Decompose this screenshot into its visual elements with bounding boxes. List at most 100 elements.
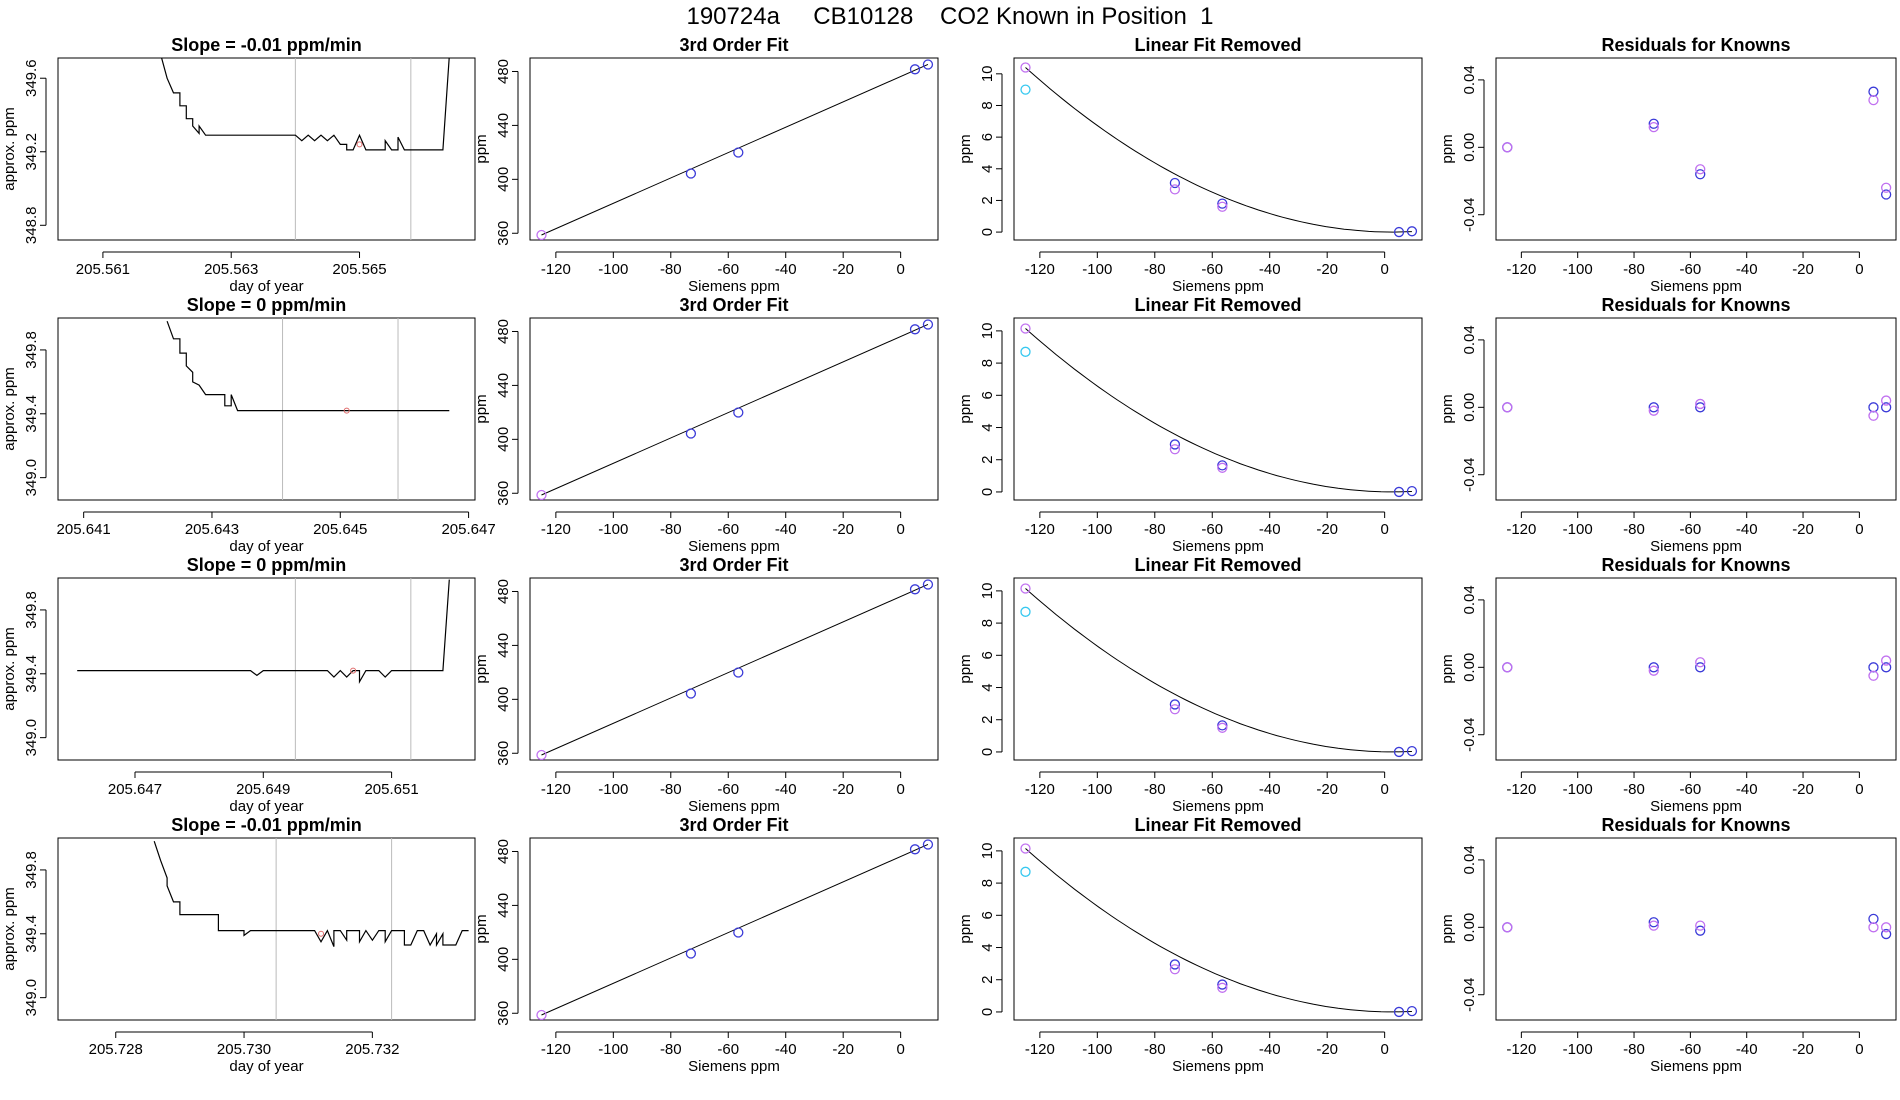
data-point <box>536 749 547 760</box>
x-tick-label: -20 <box>1792 521 1814 538</box>
x-tick-label: -120 <box>1025 1041 1055 1058</box>
x-tick-label: 205.730 <box>217 1041 271 1058</box>
plot-area <box>1502 913 1892 940</box>
y-axis-label: ppm <box>473 914 490 943</box>
residual-point <box>1695 925 1706 936</box>
x-tick-label: -20 <box>832 1041 854 1058</box>
x-axis-label: Siemens ppm <box>688 1058 780 1075</box>
x-axis-label: day of year <box>229 538 303 555</box>
y-tick-label: 349.4 <box>23 915 40 953</box>
y-tick-label: 440 <box>495 893 512 918</box>
plot-frame <box>57 57 476 241</box>
y-axis-label: approx. ppm <box>1 627 18 710</box>
x-axis-label: Siemens ppm <box>1172 1058 1264 1075</box>
x-tick-label: -120 <box>541 1041 571 1058</box>
x-tick-label: -120 <box>541 261 571 278</box>
data-point <box>909 584 921 595</box>
data-point <box>1217 722 1228 733</box>
x-tick-label: -20 <box>1316 521 1338 538</box>
data-point <box>1169 439 1181 450</box>
residual-point <box>1880 395 1892 406</box>
data-point <box>685 688 697 699</box>
plot-frame <box>1495 837 1897 1021</box>
x-tick-label: -20 <box>1792 261 1814 278</box>
data-point <box>1217 201 1228 212</box>
x-tick-label: -60 <box>1680 261 1702 278</box>
data-point <box>536 229 547 240</box>
panel-row1-resid: Residuals for Knowns -120 -100 -80 -60 -40 -20… <box>1439 35 1897 295</box>
x-tick-label: 205.561 <box>76 261 130 278</box>
y-tick-label: 400 <box>495 427 512 452</box>
x-tick-label: -60 <box>1680 1041 1702 1058</box>
y-tick-label: 6 <box>979 911 996 919</box>
data-point <box>1406 226 1418 237</box>
y-tick-label: 0.00 <box>1461 653 1478 682</box>
plot-title: Slope = -0.01 ppm/min <box>171 815 362 835</box>
x-tick-label: -20 <box>1316 261 1338 278</box>
data-point <box>922 319 934 330</box>
y-tick-label: 360 <box>495 741 512 766</box>
y-axis-label: ppm <box>473 394 490 423</box>
y-tick-label: 480 <box>495 579 512 604</box>
plot-area <box>1020 843 1418 1018</box>
residual-point <box>1880 189 1892 200</box>
plot-frame <box>1013 577 1423 761</box>
plot-title: Linear Fit Removed <box>1134 295 1301 315</box>
x-tick-label: -40 <box>1736 1041 1758 1058</box>
data-point <box>1169 177 1181 189</box>
y-axis-label: ppm <box>1439 134 1456 163</box>
x-tick-label: -20 <box>832 521 854 538</box>
x-tick-label: -80 <box>1144 781 1166 798</box>
plot-frame <box>529 837 939 1021</box>
data-point <box>536 1009 547 1020</box>
residual-point <box>1868 86 1879 97</box>
x-tick-label: -20 <box>1316 1041 1338 1058</box>
y-axis-label: ppm <box>1439 394 1456 423</box>
y-tick-label: 360 <box>495 481 512 506</box>
x-tick-label: -80 <box>1144 261 1166 278</box>
data-point <box>1393 1006 1405 1018</box>
data-point <box>1406 745 1418 757</box>
residual-point <box>1868 922 1879 933</box>
panel-row2-resid: Residuals for Knowns -120 -100 -80 -60 -40 -20… <box>1439 295 1897 555</box>
panel-row2-slope: Slope = 0 ppm/min 205.641 205.643 205.645 20… <box>1 295 496 555</box>
residual-point <box>1648 118 1659 129</box>
x-tick-label: -60 <box>1201 781 1223 798</box>
residual-point <box>1695 164 1706 175</box>
y-tick-label: 0.04 <box>1461 325 1478 354</box>
data-point <box>922 59 934 70</box>
x-tick-label: -80 <box>660 521 682 538</box>
x-axis-label: Siemens ppm <box>1172 538 1264 555</box>
y-axis-label: ppm <box>473 134 490 163</box>
figure-title: 190724a CB10128 CO2 Known in Position 1 <box>686 3 1214 30</box>
residual-point <box>1648 662 1659 673</box>
data-point <box>1217 198 1228 209</box>
plot-title: 3rd Order Fit <box>679 555 788 575</box>
x-tick-label: 205.563 <box>204 261 258 278</box>
panel-row2-fit: 3rd Order Fit -120 -100 -80 -60 -40 -20 0 Siemen… <box>473 295 939 555</box>
x-axis-label: Siemens ppm <box>688 798 780 815</box>
x-tick-label: -40 <box>1736 521 1758 538</box>
y-tick-label: 360 <box>495 1001 512 1026</box>
y-tick-label: 440 <box>495 373 512 398</box>
plot-title: Linear Fit Removed <box>1134 815 1301 835</box>
x-tick-label: -20 <box>832 261 854 278</box>
x-tick-label: -60 <box>1201 261 1223 278</box>
panel-row3-resid: Residuals for Knowns -120 -100 -80 -60 -40 -20… <box>1439 555 1897 815</box>
data-point <box>1020 84 1031 95</box>
plot-area <box>77 578 450 760</box>
data-point <box>536 489 547 500</box>
residual-point <box>1502 402 1513 413</box>
plot-frame <box>57 837 476 1021</box>
data-point <box>685 948 697 959</box>
y-tick-label: 10 <box>979 323 996 340</box>
y-tick-label: 0.00 <box>1461 913 1478 942</box>
ppm-trace <box>153 841 469 948</box>
residual-point <box>1868 670 1879 681</box>
x-tick-label: -20 <box>832 781 854 798</box>
plot-area <box>153 838 469 1020</box>
x-axis-label: Siemens ppm <box>1172 278 1264 295</box>
trace-marker <box>350 667 357 674</box>
x-tick-label: -60 <box>1201 1041 1223 1058</box>
plot-area <box>536 579 934 760</box>
